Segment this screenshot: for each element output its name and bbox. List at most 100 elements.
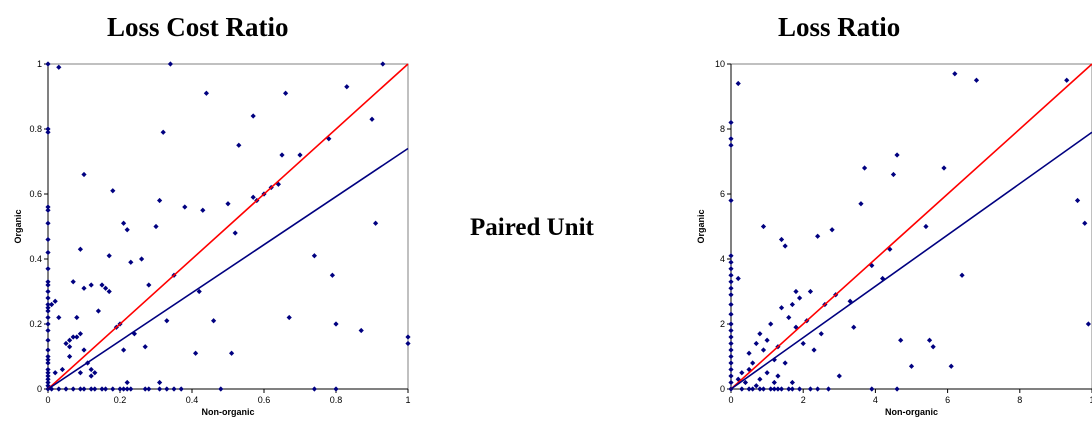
- scatter-point: [764, 337, 770, 343]
- scatter-point: [728, 197, 734, 204]
- scatter-point: [786, 314, 792, 321]
- scatter-point: [297, 152, 303, 158]
- scatter-point: [952, 71, 958, 77]
- scatter-point: [70, 386, 76, 392]
- scatter-point: [728, 360, 734, 366]
- scatter-point: [139, 256, 145, 262]
- scatter-points: [728, 71, 1091, 392]
- scatter-point: [782, 243, 788, 249]
- scatter-point: [728, 259, 734, 265]
- scatter-point: [760, 386, 767, 392]
- trend-line-blue: [730, 131, 1092, 390]
- scatter-point: [45, 301, 51, 308]
- scatter-point: [358, 327, 364, 334]
- scatter-point: [1064, 77, 1070, 83]
- scatter-point: [67, 344, 73, 350]
- scatter-point: [88, 373, 94, 379]
- scatter-point: [56, 386, 62, 392]
- y-tick-label: 8: [720, 124, 725, 134]
- scatter-point: [124, 379, 130, 386]
- y-tick-label: 10: [715, 59, 725, 69]
- scatter-point: [815, 233, 821, 239]
- scatter-point: [728, 379, 734, 386]
- scatter-point: [771, 357, 777, 363]
- scatter-point: [45, 126, 51, 132]
- scatter-point: [74, 334, 80, 340]
- scatter-point: [851, 324, 857, 330]
- scatter-point: [211, 318, 217, 324]
- scatter-point: [746, 386, 752, 392]
- scatter-point: [757, 331, 763, 337]
- scatter-point: [236, 142, 242, 148]
- scatter-point: [908, 363, 915, 369]
- scatter-point: [167, 61, 173, 67]
- x-tick-label: 0.8: [330, 395, 343, 405]
- scatter-point: [793, 288, 799, 295]
- y-axis-label: Organic: [696, 209, 706, 243]
- scatter-point: [77, 331, 83, 337]
- scatter-point: [887, 246, 893, 252]
- scatter-point: [789, 301, 795, 308]
- y-tick-label: 0.6: [29, 189, 42, 199]
- y-tick-label: 4: [720, 254, 725, 264]
- scatter-point: [81, 285, 87, 291]
- scatter-point: [45, 207, 51, 213]
- scatter-point: [45, 204, 51, 210]
- scatter-point: [77, 370, 83, 376]
- scatter-point: [926, 337, 933, 343]
- scatter-point: [735, 80, 741, 87]
- scatter-point: [728, 334, 734, 340]
- scatter-point: [786, 386, 792, 392]
- scatter-point: [764, 370, 770, 376]
- chart-title-loss-ratio: Loss Ratio: [778, 12, 901, 42]
- scatter-point: [768, 321, 774, 327]
- scatter-point: [182, 204, 188, 210]
- scatter-point: [344, 84, 350, 90]
- scatter-point: [178, 386, 184, 392]
- scatter-point: [739, 386, 745, 392]
- y-tick-label: 0.8: [29, 124, 42, 134]
- scatter-point: [329, 272, 335, 278]
- scatter-point: [800, 340, 806, 347]
- scatter-point: [728, 119, 734, 126]
- scatter-point: [193, 350, 199, 356]
- scatter-point: [778, 386, 785, 392]
- scatter-point: [45, 321, 51, 327]
- trend-line-blue: [47, 147, 409, 390]
- scatter-point: [753, 340, 759, 347]
- scatter-point: [750, 360, 756, 366]
- scatter-point: [45, 347, 51, 353]
- scatter-point: [250, 194, 256, 200]
- scatter-point: [56, 314, 62, 321]
- scatter-point: [45, 370, 51, 376]
- scatter-point: [789, 379, 795, 386]
- scatter-point: [283, 90, 289, 96]
- scatter-point: [753, 383, 759, 389]
- scatter-point: [229, 350, 235, 356]
- scatter-point: [45, 327, 51, 334]
- scatter-point: [782, 360, 788, 366]
- scatter-point: [807, 386, 814, 392]
- scatter-point: [775, 386, 781, 392]
- scatter-point: [825, 386, 832, 392]
- scatter-point: [728, 253, 734, 259]
- y-tick-label: 0.4: [29, 254, 42, 264]
- scatter-point: [778, 305, 785, 311]
- scatter-point: [45, 360, 51, 366]
- scatter-point: [45, 288, 51, 295]
- scatter-point: [250, 113, 256, 119]
- scatter-point: [894, 152, 900, 158]
- scatter-point: [728, 327, 734, 334]
- scatter-point: [200, 207, 206, 213]
- x-tick-label: 1: [405, 395, 410, 405]
- scatter-point: [778, 236, 785, 243]
- scatter-point: [836, 373, 842, 379]
- scatter-point: [142, 344, 148, 350]
- scatter-point: [117, 386, 123, 392]
- scatter-point: [405, 334, 411, 340]
- scatter-point: [333, 386, 339, 392]
- scatter-point: [333, 321, 339, 327]
- scatter-point: [45, 266, 51, 272]
- y-axis-label: Organic: [13, 209, 23, 243]
- scatter-point: [735, 376, 741, 382]
